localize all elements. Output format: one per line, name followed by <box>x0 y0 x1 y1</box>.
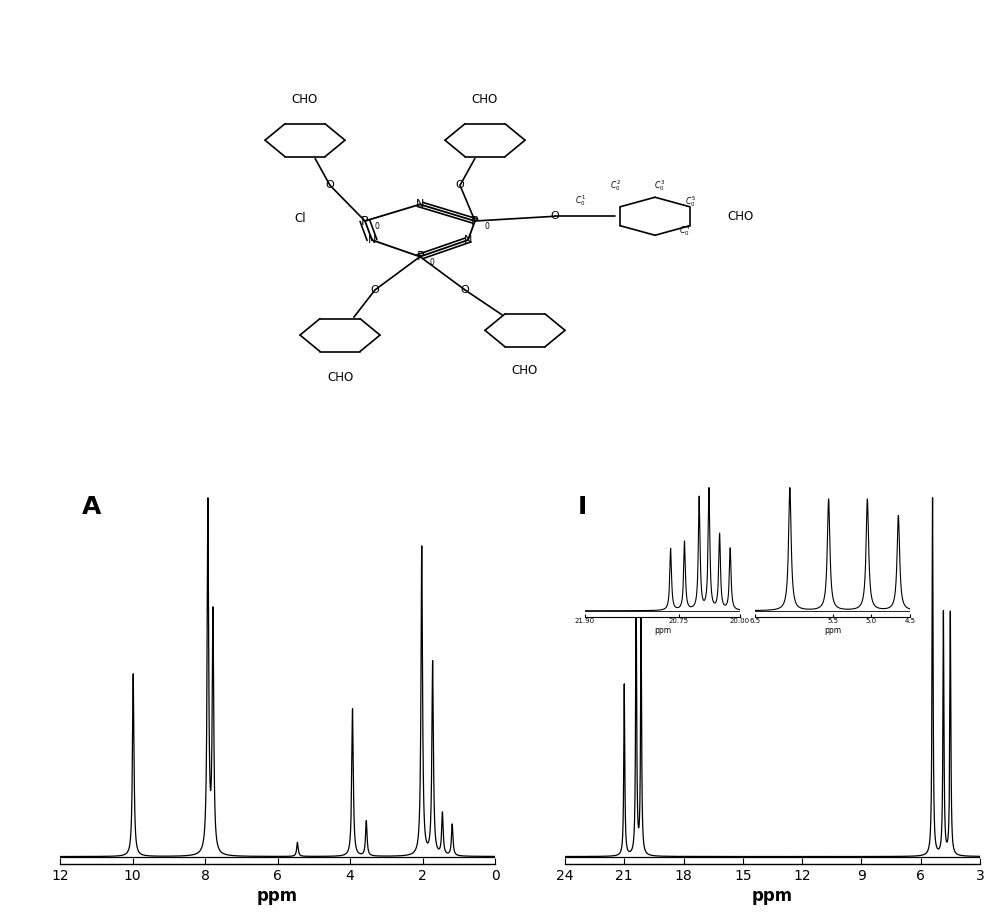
Text: 0: 0 <box>430 258 434 267</box>
Text: P: P <box>471 215 479 228</box>
Text: B: B <box>577 495 596 519</box>
Text: P: P <box>361 215 369 228</box>
Text: N: N <box>368 235 376 245</box>
X-axis label: ppm: ppm <box>654 626 671 634</box>
Text: $C_0^5$: $C_0^5$ <box>685 195 695 209</box>
Text: N: N <box>416 199 424 209</box>
Text: $C_0^4$: $C_0^4$ <box>679 223 691 238</box>
Text: CHO: CHO <box>292 93 318 106</box>
Text: N: N <box>464 235 472 245</box>
Text: O: O <box>456 180 464 190</box>
Text: A: A <box>82 495 101 519</box>
Text: CHO: CHO <box>727 209 753 223</box>
Text: CHO: CHO <box>472 93 498 106</box>
Text: CHO: CHO <box>327 371 353 385</box>
Text: CHO: CHO <box>512 364 538 377</box>
Text: O: O <box>461 285 469 295</box>
Text: Cl: Cl <box>294 212 306 225</box>
X-axis label: ppm: ppm <box>824 626 841 634</box>
Text: 0: 0 <box>375 222 379 231</box>
Text: O: O <box>551 211 559 221</box>
Text: P: P <box>416 250 424 263</box>
X-axis label: ppm: ppm <box>752 887 793 905</box>
Text: $C_0^2$: $C_0^2$ <box>610 178 620 193</box>
Text: $C_0^3$: $C_0^3$ <box>654 178 666 193</box>
Text: O: O <box>326 180 334 190</box>
Text: 0: 0 <box>485 222 489 231</box>
Text: O: O <box>371 285 379 295</box>
X-axis label: ppm: ppm <box>257 887 298 905</box>
Text: $C_0^1$: $C_0^1$ <box>575 194 585 208</box>
